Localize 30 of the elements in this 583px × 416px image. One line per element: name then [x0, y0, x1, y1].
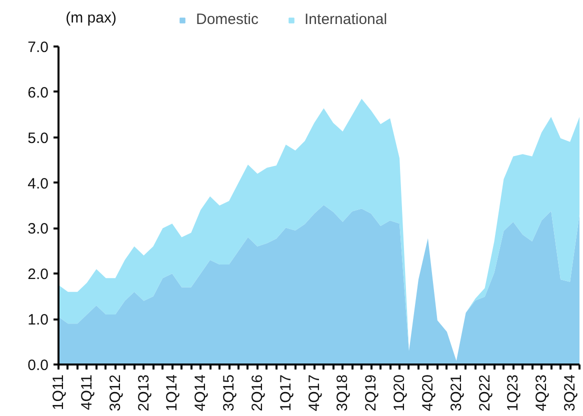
legend-label: Domestic: [196, 11, 259, 28]
y-tick-label: 7.0: [28, 39, 49, 56]
x-tick-label: 1Q14: [164, 374, 181, 412]
x-tick-label: 3Q18: [334, 374, 352, 412]
y-tick-label: 2.0: [28, 266, 49, 284]
x-tick-label: 1Q23: [504, 374, 522, 412]
x-tick-label: 4Q23: [533, 374, 550, 412]
x-tick-label: 4Q17: [306, 374, 323, 412]
y-tick-label: 3.0: [28, 220, 49, 238]
x-tick-label: 3Q21: [448, 374, 465, 412]
y-axis-title: (m pax): [66, 10, 116, 26]
y-tick-label: 5.0: [28, 130, 49, 147]
x-tick-label: 2Q19: [362, 374, 380, 412]
x-tick-label: 1Q17: [277, 374, 294, 412]
x-tick-label: 2Q22: [476, 374, 494, 412]
y-tick-label: 0.0: [28, 357, 49, 374]
legend-label: International: [304, 11, 388, 28]
x-tick-label: 4Q20: [419, 374, 436, 412]
x-tick-label: 1Q11: [50, 374, 67, 410]
x-tick-label: 4Q11: [78, 374, 96, 410]
x-tick-label: 3Q15: [220, 374, 238, 412]
y-tick-label: 6.0: [28, 84, 49, 102]
x-tick-label: 2Q16: [248, 374, 266, 412]
x-tick-label: 4Q14: [192, 374, 210, 412]
x-tick-label: 1Q20: [391, 374, 408, 412]
x-tick-label: 3Q24: [562, 374, 579, 412]
y-tick-label: 1.0: [28, 312, 49, 329]
x-tick-label: 2Q13: [135, 374, 152, 412]
y-tick-label: 4.0: [28, 175, 49, 192]
x-tick-label: 3Q12: [106, 374, 124, 412]
